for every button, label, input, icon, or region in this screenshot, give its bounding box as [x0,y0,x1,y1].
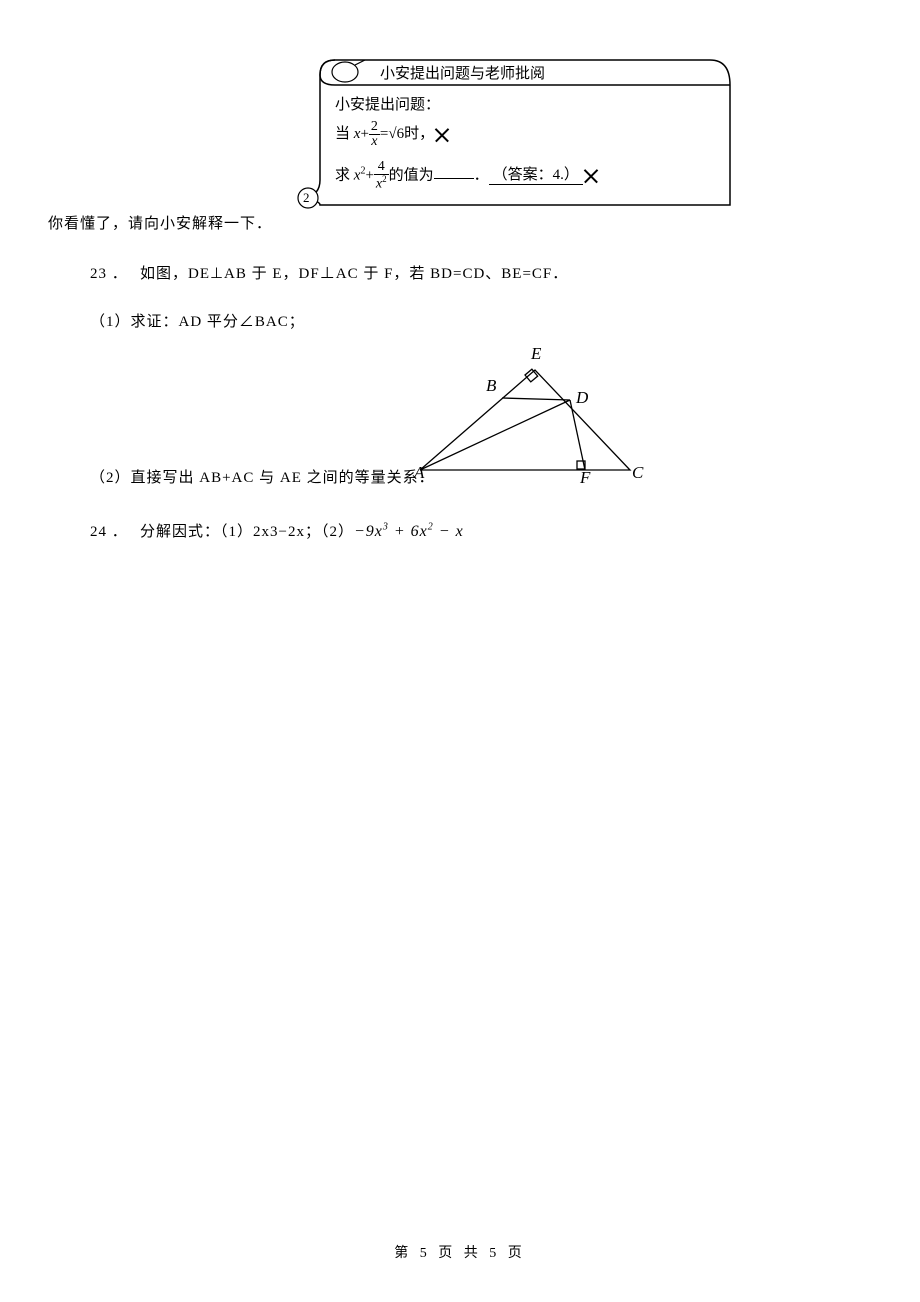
q23-p2: （2）直接写出 AB+AC 与 AE 之间的等量关系． [90,466,435,487]
l2-plus: + [360,126,368,142]
q24-stem: 分解因式：（1）2x3−2x；（2）−9x3 + 6x2 − x [140,520,464,541]
l3-answer: （答案：4.） [489,163,583,185]
l3-num: 4 [374,160,389,175]
l3-den-sup: 2 [382,174,387,184]
footer-cur: 5 [420,1246,431,1261]
l3-den: x2 [374,175,389,192]
triangle-diagram: A B C D E F [400,345,660,485]
l3-plus: + [365,167,373,183]
label-B: B [486,376,497,395]
callout-line1: 小安提出问题： [335,93,440,114]
callout-line3: 求 x2+4x2的值为 ．（答案：4.） [335,160,599,192]
l2-den: x [369,135,380,149]
label-E: E [530,345,542,363]
cross-icon [583,168,599,184]
l2-num: 2 [369,120,380,135]
label-F: F [579,468,591,485]
q24-poly: −9x3 + 6x2 − x [354,523,464,540]
footer-mid: 页 共 [431,1246,490,1261]
blank [434,164,474,179]
l3-pre: 求 [335,167,354,183]
l2-frac: 2x [369,120,380,149]
label-C: C [632,463,644,482]
footer-tot: 5 [489,1246,500,1261]
q23-stem: 如图，DE⊥AB 于 E，DF⊥AC 于 F，若 BD=CD、BE=CF． [140,262,568,283]
l3-frac: 4x2 [374,160,389,192]
tab-num: 2 [303,190,310,206]
l3-post: 的值为 [389,167,434,183]
l2-pre: 当 [335,126,354,142]
q24-pre: 分解因式：（1）2x3−2x；（2） [140,524,354,540]
l3-period: ． [474,167,489,183]
l2-post: 时， [404,126,434,142]
q24-num: 24 ． [90,520,128,541]
label-A: A [413,463,425,482]
intro-text: 你看懂了，请向小安解释一下． [48,212,272,233]
page-footer: 第 5 页 共 5 页 [0,1242,920,1262]
footer-post: 页 [500,1246,526,1261]
label-D: D [575,388,589,407]
callout-line2: 当 x+2x=√6时， [335,120,450,149]
callout-title: 小安提出问题与老师批阅 [372,60,553,85]
l2-sqrt: √6 [388,126,404,142]
cross-icon [434,127,450,143]
footer-pre: 第 [394,1246,420,1261]
q23-p1: （1）求证：AD 平分∠BAC； [90,310,305,331]
q23-num: 23 ． [90,262,128,283]
